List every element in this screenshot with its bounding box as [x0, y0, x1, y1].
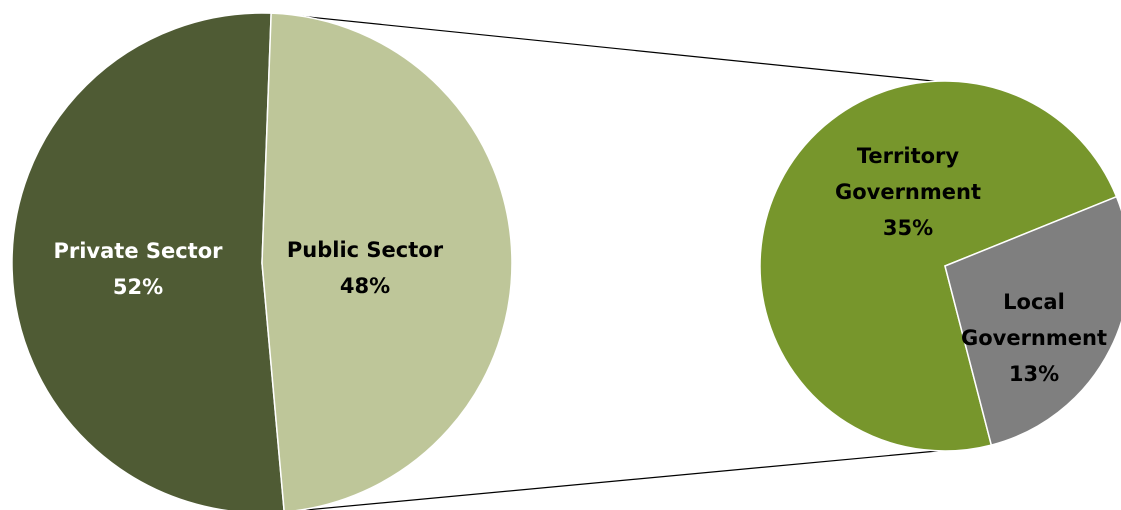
label-public-sector-line: 48% — [340, 274, 390, 298]
label-territory-government-line: Territory — [857, 144, 960, 168]
connector-lines — [271, 12, 939, 510]
label-private-sector-line: 52% — [113, 275, 163, 299]
label-public-sector: Public Sector 48% — [287, 238, 444, 298]
label-territory-government-line: Government — [835, 180, 981, 204]
label-territory-government-line: 35% — [883, 216, 933, 240]
slice-public-sector — [261, 12, 513, 510]
label-local-government: Local Government 13% — [961, 290, 1107, 386]
slice-private-sector — [11, 12, 285, 510]
label-local-government-line: Government — [961, 326, 1107, 350]
label-local-government-line: 13% — [1009, 362, 1059, 386]
label-public-sector-line: Public Sector — [287, 238, 444, 262]
main-pie — [11, 12, 513, 510]
connector-line-top — [271, 12, 936, 82]
slice-local-government — [944, 195, 1121, 447]
slice-territory-government — [759, 80, 1118, 452]
label-local-government-line: Local — [1003, 290, 1065, 314]
label-territory-government: Territory Government 35% — [835, 144, 981, 240]
breakout-pie — [759, 80, 1121, 452]
label-private-sector-line: Private Sector — [53, 239, 223, 263]
label-private-sector: Private Sector 52% — [53, 239, 223, 299]
connector-line-bottom — [299, 450, 939, 510]
slice-labels: Private Sector 52% Public Sector 48% Territo… — [53, 144, 1107, 386]
